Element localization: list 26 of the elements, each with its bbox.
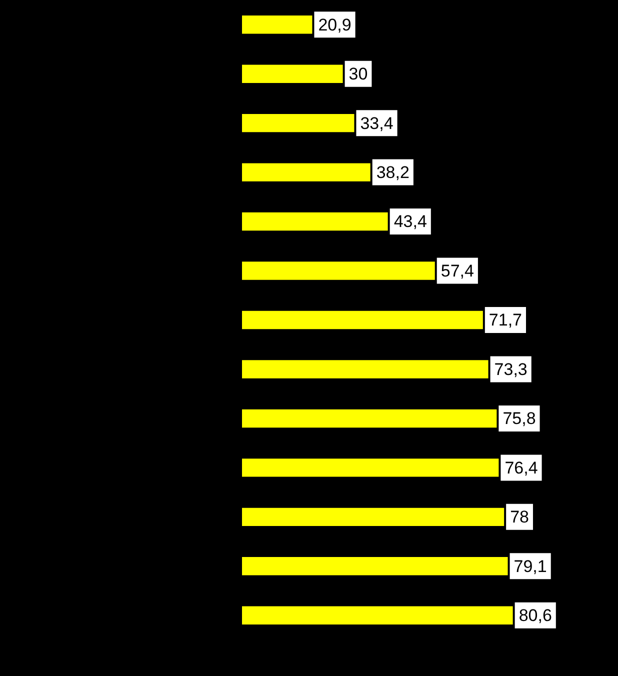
data-label: 43,4	[394, 212, 427, 232]
bar	[242, 557, 508, 576]
bar	[242, 64, 343, 83]
data-label: 33,4	[360, 114, 394, 133]
bar	[242, 114, 354, 132]
data-label: 78	[510, 508, 529, 527]
bar	[242, 212, 388, 231]
bar	[242, 409, 497, 428]
data-label: 76,4	[504, 458, 538, 478]
data-label: 79,1	[514, 556, 547, 576]
data-label: 80,6	[518, 606, 552, 626]
data-label: 38,2	[376, 162, 410, 182]
bar	[242, 262, 435, 280]
data-label: 20,9	[318, 15, 352, 34]
data-label: 73,3	[494, 360, 528, 379]
data-label: 71,7	[488, 310, 522, 330]
data-label: 57,4	[440, 261, 474, 280]
bar	[242, 16, 312, 34]
bar	[242, 310, 483, 330]
bar	[242, 458, 499, 477]
bar	[242, 163, 370, 182]
bar	[242, 360, 488, 378]
data-label: 30	[348, 64, 368, 84]
bar	[242, 606, 513, 624]
bar	[242, 508, 504, 526]
data-label: 75,8	[502, 409, 536, 428]
